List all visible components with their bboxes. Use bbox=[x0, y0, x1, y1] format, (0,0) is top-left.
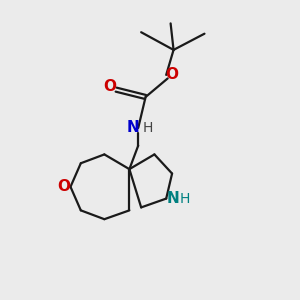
Text: O: O bbox=[165, 68, 178, 82]
Text: O: O bbox=[104, 79, 117, 94]
Text: N: N bbox=[166, 191, 179, 206]
Text: O: O bbox=[58, 179, 70, 194]
Text: H: H bbox=[179, 192, 190, 206]
Text: H: H bbox=[142, 121, 153, 135]
Text: N: N bbox=[127, 120, 139, 135]
